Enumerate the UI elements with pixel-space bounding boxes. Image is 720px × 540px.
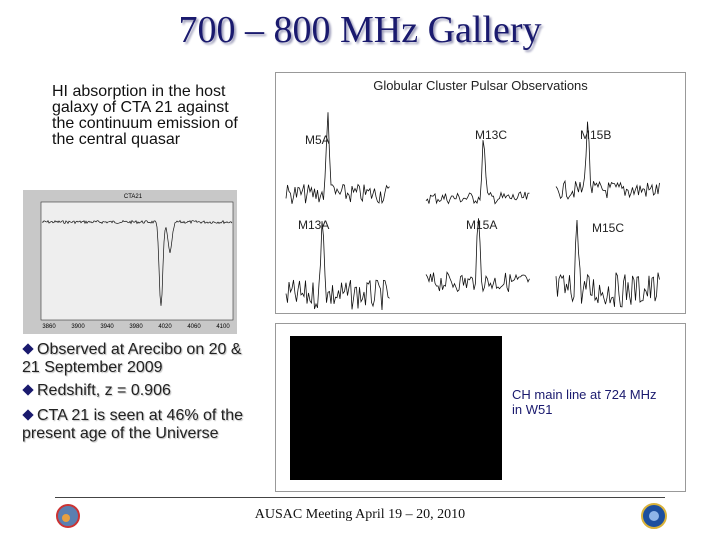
- pulsar-title: Globular Cluster Pulsar Observations: [373, 78, 588, 93]
- x-tick-label: 3940: [100, 324, 114, 330]
- pulse-profile: [285, 112, 390, 205]
- pulsar-panel: [275, 72, 686, 314]
- bullet-icon: [22, 343, 34, 355]
- pulse-profile: [555, 219, 660, 308]
- panel-label: M15C: [592, 221, 625, 235]
- bullet: Redshift, z = 0.906: [22, 382, 247, 400]
- plot-title: CTA21: [124, 194, 143, 200]
- x-tick-label: 3900: [71, 324, 85, 330]
- ch-caption: CH main line at 724 MHz in W51: [512, 387, 657, 417]
- bullet-text: Redshift, z = 0.906: [37, 382, 171, 399]
- x-tick-label: 4100: [216, 324, 230, 330]
- bullet-icon: [22, 409, 34, 421]
- panel-label: M13C: [475, 128, 508, 142]
- x-tick-label: 4060: [187, 324, 201, 330]
- x-tick-label: 3980: [129, 324, 143, 330]
- panel-label: M15B: [580, 128, 612, 142]
- panel-label: M13A: [298, 218, 330, 232]
- slide-title: 700 – 800 MHz Gallery: [178, 9, 542, 51]
- pulse-profile: [285, 221, 390, 310]
- plot-frame: [40, 201, 234, 321]
- logo-right: [641, 503, 667, 529]
- pulsar-plots: [285, 112, 660, 310]
- ch-image: [290, 336, 502, 480]
- x-tick-label: 4020: [158, 324, 172, 330]
- bullet: CTA 21 is seen at 46% of the present age…: [22, 407, 247, 443]
- bullet-icon: [22, 384, 34, 396]
- spectrum-line: [41, 219, 233, 306]
- bullet: Observed at Arecibo on 20 & 21 September…: [22, 341, 247, 377]
- panel-label: M5A: [305, 133, 330, 147]
- bullet-text: CTA 21 is seen at 46% of the present age…: [22, 407, 244, 442]
- bullet-text: Observed at Arecibo on 20 & 21 September…: [22, 341, 242, 376]
- pulse-profile: [555, 121, 660, 200]
- hi-description: HI absorption in the host galaxy of CTA …: [52, 83, 238, 148]
- x-tick-label: 3860: [42, 324, 56, 330]
- logo-left: [56, 504, 80, 528]
- pulse-profile: [425, 140, 530, 205]
- panel-label: M15A: [466, 218, 498, 232]
- footer-rule: [55, 497, 665, 498]
- footer-text: AUSAC Meeting April 19 – 20, 2010: [254, 507, 466, 522]
- ch-panel: [275, 323, 686, 492]
- pulse-profile: [425, 218, 530, 293]
- spectrum-plot: CTA21 3860 3900 3940 3980 4020 4060 4100: [23, 190, 237, 334]
